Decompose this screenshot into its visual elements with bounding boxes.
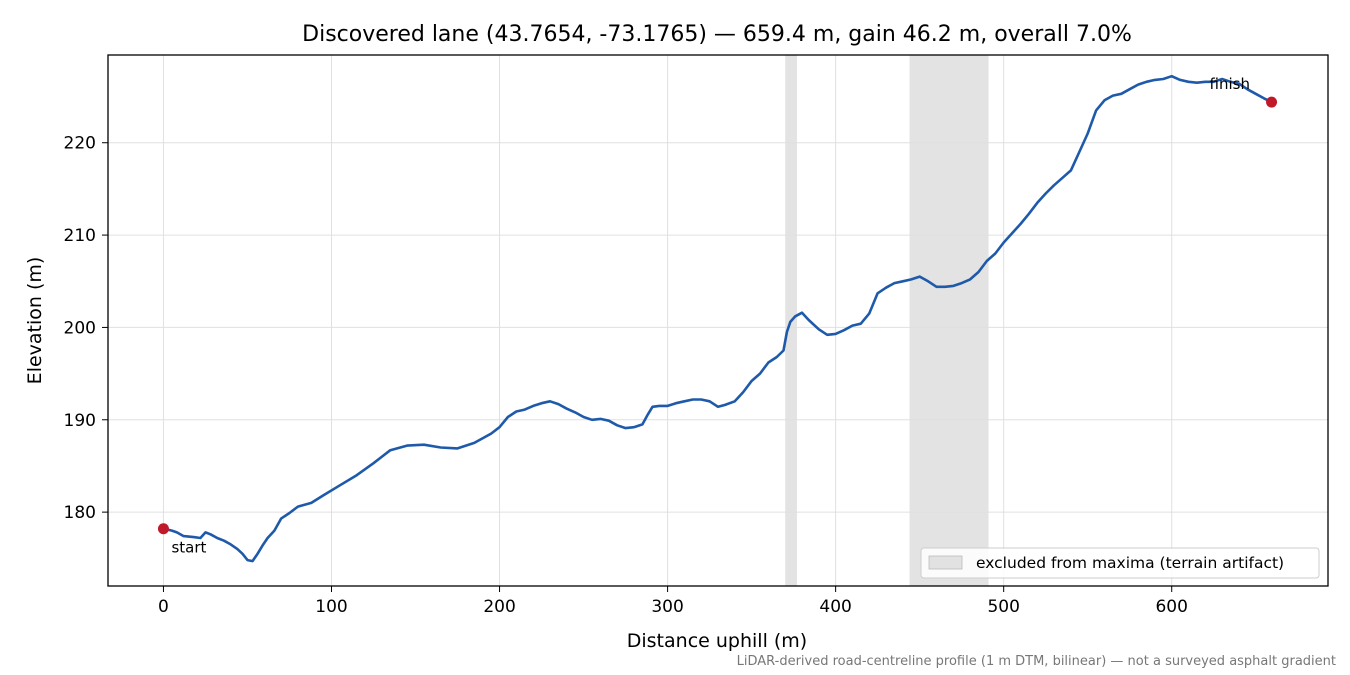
y-tick-label: 200 <box>64 318 96 338</box>
y-tick-label: 210 <box>64 226 96 246</box>
finish-marker <box>1266 96 1278 108</box>
x-tick-label: 300 <box>651 597 683 617</box>
chart-title: Discovered lane (43.7654, -73.1765) — 65… <box>302 22 1132 47</box>
axis-ticks: 0 100 200 300 400 500 600 180 190 200 210 220 <box>64 134 1188 617</box>
legend-swatch-excluded <box>928 555 963 570</box>
finish-label: finish <box>1210 75 1250 93</box>
y-tick-label: 180 <box>64 503 96 523</box>
elevation-line-series-0 <box>162 74 1273 563</box>
x-tick-label: 400 <box>819 597 851 617</box>
x-tick-label: 200 <box>483 597 515 617</box>
start-label: start <box>171 539 206 557</box>
x-tick-label: 600 <box>1155 597 1187 617</box>
excluded-band-1 <box>909 55 989 586</box>
x-tick-label: 500 <box>987 597 1019 617</box>
legend-label-excluded: excluded from maxima (terrain artifact) <box>976 554 1284 572</box>
footnote: LiDAR-derived road-centreline profile (1… <box>737 654 1336 669</box>
grid-lines <box>108 55 1328 586</box>
endpoint-markers: start finish <box>157 75 1278 557</box>
x-tick-label: 100 <box>315 597 347 617</box>
plot-frame <box>107 54 1329 587</box>
y-tick-label: 220 <box>64 134 96 154</box>
x-axis-label: Distance uphill (m) <box>627 630 807 652</box>
y-tick-label: 190 <box>64 411 96 431</box>
legend: excluded from maxima (terrain artifact) <box>920 547 1320 579</box>
x-tick-label: 0 <box>158 597 169 617</box>
y-axis-label: Elevation (m) <box>24 257 46 385</box>
plot-area <box>162 74 1273 563</box>
start-marker <box>157 523 169 535</box>
legend-box <box>920 547 1320 579</box>
